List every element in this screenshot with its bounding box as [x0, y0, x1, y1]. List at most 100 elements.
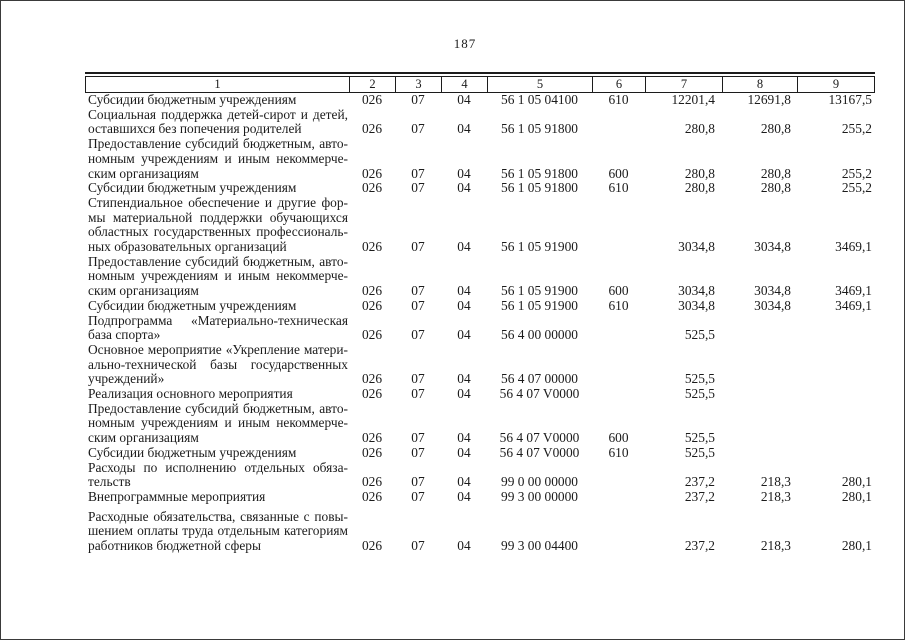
cell-section-code: 07 — [411, 327, 425, 343]
cell-section-code: 07 — [411, 386, 425, 402]
cell-subsection-code: 04 — [457, 92, 471, 107]
cell-description: Стипендиальное обеспечение и другие фор-… — [88, 194, 348, 255]
cell-expense-type-code: 600 — [608, 283, 629, 299]
cell-section-code: 07 — [411, 444, 425, 460]
cell-grbs-code: 026 — [361, 386, 383, 402]
cell-amount-year3: 13167,5 — [828, 92, 872, 107]
cell-amount-year2: 3034,8 — [754, 239, 791, 255]
table-row: Субсидии бюджетным учреждениям 026 07 04… — [85, 297, 875, 314]
cell-amount-year1: 237,2 — [684, 474, 715, 490]
cell-subsection-code: 04 — [457, 488, 471, 504]
cell-grbs-code: 026 — [361, 488, 383, 504]
cell-description: Предоставление субсидий бюджетным, авто-… — [88, 253, 348, 299]
column-header: 7 — [646, 77, 723, 92]
cell-description: Социальная поддержка детей-сирот и детей… — [88, 106, 348, 137]
cell-section-code: 07 — [411, 283, 425, 299]
cell-amount-year2: 12691,8 — [747, 92, 791, 107]
cell-amount-year3: 255,2 — [841, 165, 872, 181]
column-header: 8 — [723, 77, 798, 92]
cell-subsection-code: 04 — [457, 327, 471, 343]
cell-amount-year1: 280,8 — [684, 121, 715, 137]
column-header: 3 — [396, 77, 442, 92]
column-header: 5 — [488, 77, 593, 92]
cell-subsection-code: 04 — [457, 430, 471, 446]
cell-description: Реализация основного мероприятия — [88, 386, 293, 402]
table-row: Субсидии бюджетным учреждениям 026 07 04… — [85, 181, 875, 196]
cell-amount-year1: 237,2 — [684, 488, 715, 504]
cell-amount-year1: 525,5 — [684, 371, 715, 387]
cell-amount-year3: 3469,1 — [835, 297, 872, 313]
cell-amount-year3: 255,2 — [841, 121, 872, 137]
cell-grbs-code: 026 — [361, 92, 383, 107]
cell-amount-year1: 3034,8 — [678, 239, 715, 255]
table-row: Расходные обязательства, связанные с пов… — [85, 509, 875, 554]
cell-grbs-code: 026 — [361, 297, 383, 313]
cell-amount-year1: 3034,8 — [678, 283, 715, 299]
cell-description: Основное мероприятие «Укрепление матери-… — [88, 341, 348, 387]
cell-section-code: 07 — [411, 371, 425, 387]
cell-subsection-code: 04 — [457, 386, 471, 402]
cell-subsection-code: 04 — [457, 165, 471, 181]
cell-subsection-code: 04 — [457, 297, 471, 313]
cell-amount-year2: 280,8 — [760, 165, 791, 181]
cell-target-article-code: 56 1 05 91800 — [501, 180, 578, 196]
column-header: 6 — [593, 77, 646, 92]
cell-grbs-code: 026 — [361, 165, 383, 181]
cell-grbs-code: 026 — [361, 444, 383, 460]
cell-target-article-code: 56 1 05 91800 — [501, 165, 578, 181]
cell-expense-type-code: 610 — [608, 180, 629, 196]
cell-expense-type-code: 610 — [608, 444, 629, 460]
cell-description: Субсидии бюджетным учреждениям — [88, 297, 297, 313]
cell-target-article-code: 56 4 07 V0000 — [499, 430, 580, 446]
table-row: Предоставление субсидий бюджетным, авто-… — [85, 401, 875, 446]
cell-target-article-code: 56 4 07 V0000 — [499, 386, 580, 402]
cell-amount-year3: 3469,1 — [835, 283, 872, 299]
cell-target-article-code: 56 1 05 91800 — [501, 121, 578, 137]
cell-section-code: 07 — [411, 474, 425, 490]
cell-section-code: 07 — [411, 165, 425, 181]
cell-grbs-code: 026 — [361, 474, 383, 490]
cell-grbs-code: 026 — [361, 327, 383, 343]
cell-amount-year2: 218,3 — [760, 474, 791, 490]
cell-description: Предоставление субсидий бюджетным, авто-… — [88, 136, 348, 181]
cell-description: Субсидии бюджетным учреждениям — [88, 444, 297, 460]
cell-amount-year1: 12201,4 — [671, 92, 715, 107]
cell-amount-year2: 280,8 — [760, 180, 791, 196]
cell-subsection-code: 04 — [457, 283, 471, 299]
cell-description: Субсидии бюджетным учреждениям — [88, 92, 297, 107]
cell-description: Субсидии бюджетным учреждениям — [88, 180, 297, 196]
cell-expense-type-code: 600 — [608, 430, 629, 446]
cell-amount-year3: 280,1 — [841, 488, 872, 504]
cell-section-code: 07 — [411, 297, 425, 313]
cell-amount-year1: 525,5 — [684, 327, 715, 343]
cell-grbs-code: 026 — [361, 371, 383, 387]
cell-target-article-code: 56 4 07 00000 — [501, 371, 578, 387]
column-header: 1 — [86, 77, 350, 92]
table-row: Основное мероприятие «Укрепление матери-… — [85, 341, 875, 387]
cell-amount-year1: 237,2 — [684, 538, 715, 554]
cell-amount-year1: 525,5 — [684, 386, 715, 402]
cell-subsection-code: 04 — [457, 239, 471, 255]
table-body: Субсидии бюджетным учреждениям 026 07 04… — [85, 92, 875, 554]
cell-amount-year2: 280,8 — [760, 121, 791, 137]
cell-expense-type-code: 610 — [608, 297, 629, 313]
cell-amount-year2: 218,3 — [760, 538, 791, 554]
cell-expense-type-code: 600 — [608, 165, 629, 181]
cell-target-article-code: 56 1 05 04100 — [501, 92, 578, 107]
table-row: Предоставление субсидий бюджетным, авто-… — [85, 136, 875, 181]
table-top-rule — [85, 72, 875, 74]
cell-amount-year1: 3034,8 — [678, 297, 715, 313]
table-row: Предоставление субсидий бюджетным, авто-… — [85, 253, 875, 299]
cell-grbs-code: 026 — [361, 538, 383, 554]
table-row: Субсидии бюджетным учреждениям 026 07 04… — [85, 92, 875, 108]
page-number: 187 — [453, 36, 477, 51]
cell-subsection-code: 04 — [457, 474, 471, 490]
cell-target-article-code: 56 4 07 V0000 — [499, 444, 580, 460]
cell-section-code: 07 — [411, 121, 425, 137]
cell-amount-year3: 280,1 — [841, 538, 872, 554]
cell-amount-year3: 280,1 — [841, 474, 872, 490]
cell-section-code: 07 — [411, 92, 425, 107]
